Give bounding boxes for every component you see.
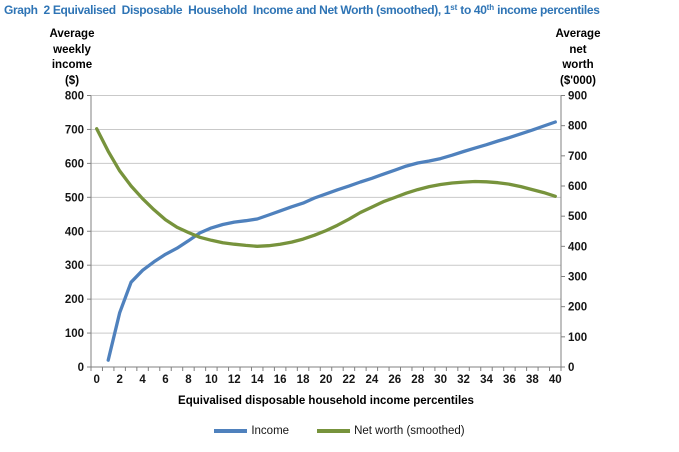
- y-left-tick-label: 700: [65, 124, 84, 136]
- y-right-tick-label: 700: [568, 151, 587, 163]
- x-tick-label: 4: [139, 374, 146, 386]
- y-right-tick-label: 600: [568, 181, 587, 193]
- y-right-tick-label: 0: [568, 362, 574, 374]
- net-worth-line: [95, 127, 557, 248]
- legend: Income Net worth (smoothed): [0, 425, 679, 437]
- y-right-tick-label: 800: [568, 121, 587, 133]
- x-tick-label: 0: [94, 374, 100, 386]
- income-line-swatch: [214, 429, 248, 433]
- y-left-tick-label: 800: [65, 91, 84, 103]
- chart-title-superscript-th: th: [486, 3, 495, 12]
- x-tick-label: 8: [185, 374, 192, 386]
- net-worth-line-swatch: [317, 429, 351, 433]
- y-right-tick-label: 400: [568, 241, 587, 253]
- chart-title-text: income percentiles: [494, 3, 600, 17]
- x-tick-label: 22: [343, 374, 356, 386]
- x-tick-label: 26: [388, 374, 401, 386]
- legend-item-income: Income: [214, 425, 289, 437]
- chart-title-text: to 40: [457, 3, 487, 17]
- y-right-tick-label: 500: [568, 211, 587, 223]
- y-left-tick-label: 300: [65, 260, 84, 272]
- x-tick-label: 36: [503, 374, 516, 386]
- x-tick-label: 2: [116, 374, 122, 386]
- y-right-tick-label: 100: [568, 332, 587, 344]
- right-axis-title: Average net worth ($'000): [555, 28, 601, 87]
- x-tick-label: 40: [549, 374, 562, 386]
- x-tick-label: 16: [274, 374, 287, 386]
- y-left-tick-label: 600: [65, 158, 84, 170]
- x-tick-label: 20: [320, 374, 333, 386]
- chart-title: Graph 2 Equivalised Disposable Household…: [4, 3, 600, 17]
- y-left-tick-label: 200: [65, 294, 84, 306]
- legend-label-income: Income: [251, 425, 290, 437]
- y-left-tick-label: 500: [65, 192, 84, 204]
- y-left-tick-label: 100: [65, 328, 84, 340]
- x-tick-label: 28: [411, 374, 424, 386]
- y-right-tick-label: 900: [568, 91, 587, 103]
- y-left-tick-label: 400: [65, 226, 84, 238]
- chart-title-superscript-st: st: [450, 3, 458, 12]
- x-tick-label: 14: [251, 374, 264, 386]
- x-tick-label: 6: [162, 374, 168, 386]
- chart-title-text: Graph 2 Equivalised Disposable Household…: [4, 3, 451, 17]
- income-line: [106, 120, 557, 362]
- y-right-tick-label: 300: [568, 272, 587, 284]
- x-tick-label: 18: [297, 374, 310, 386]
- x-tick-label: 12: [228, 374, 241, 386]
- y-right-tick-label: 200: [568, 302, 587, 314]
- y-left-tick-label: 0: [78, 362, 84, 374]
- x-tick-label: 10: [205, 374, 218, 386]
- x-tick-label: 38: [526, 374, 539, 386]
- x-tick-label: 30: [434, 374, 447, 386]
- left-axis-title: Average weekly income ($): [49, 28, 95, 87]
- x-tick-label: 32: [457, 374, 470, 386]
- x-axis-title: Equivalised disposable household income …: [178, 395, 474, 407]
- legend-item-net-worth: Net worth (smoothed): [317, 425, 465, 437]
- x-tick-label: 24: [365, 374, 378, 386]
- x-tick-label: 34: [480, 374, 493, 386]
- legend-label-net-worth: Net worth (smoothed): [354, 425, 465, 437]
